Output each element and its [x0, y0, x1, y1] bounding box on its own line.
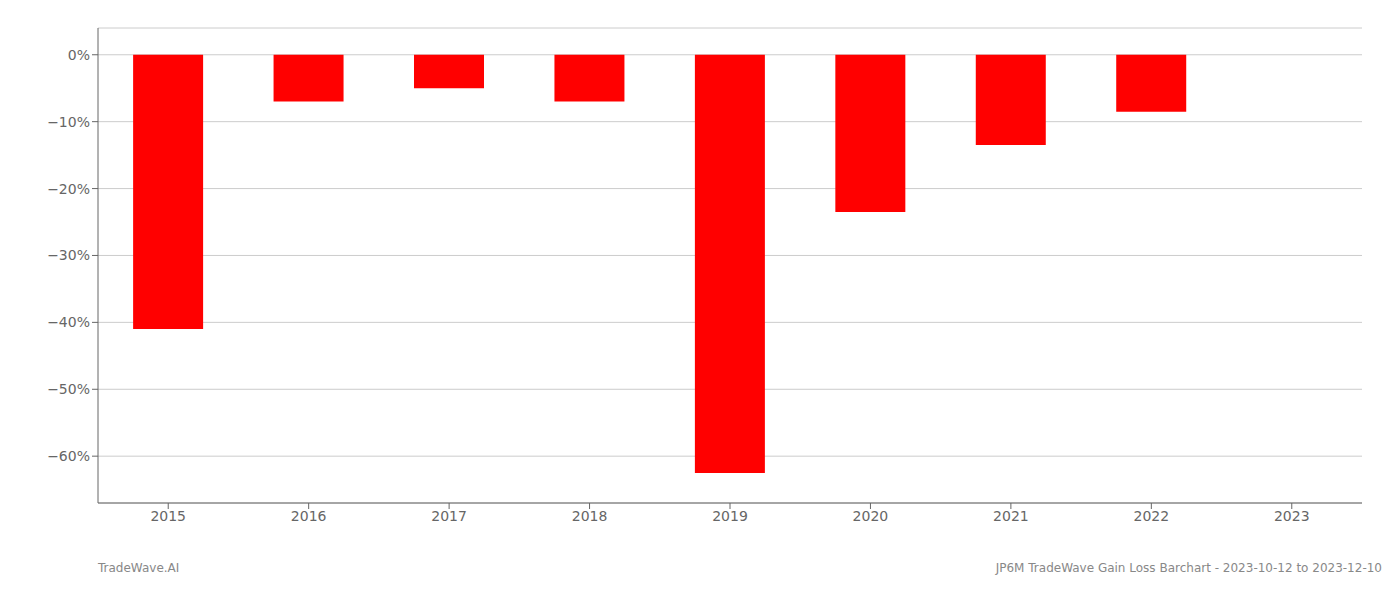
svg-text:2016: 2016: [291, 508, 327, 524]
svg-text:−60%: −60%: [47, 448, 90, 464]
html-text:TradeWave.AI: TradeWave.AI: [98, 561, 180, 575]
svg-text:2023: 2023: [1274, 508, 1310, 524]
svg-text:−40%: −40%: [47, 314, 90, 330]
svg-text:2017: 2017: [431, 508, 467, 524]
svg-text:2019: 2019: [712, 508, 748, 524]
svg-text:0%: 0%: [68, 47, 90, 63]
svg-text:2018: 2018: [572, 508, 608, 524]
svg-text:2015: 2015: [150, 508, 186, 524]
svg-text:2021: 2021: [993, 508, 1029, 524]
svg-text:−10%: −10%: [47, 114, 90, 130]
svg-text:2020: 2020: [853, 508, 889, 524]
svg-text:2022: 2022: [1134, 508, 1170, 524]
svg-text:−20%: −20%: [47, 181, 90, 197]
html-text:JP6M TradeWave Gain Loss Barch: JP6M TradeWave Gain Loss Barchart - 2023…: [995, 561, 1382, 575]
svg-text:−30%: −30%: [47, 247, 90, 263]
svg-text:−50%: −50%: [47, 381, 90, 397]
